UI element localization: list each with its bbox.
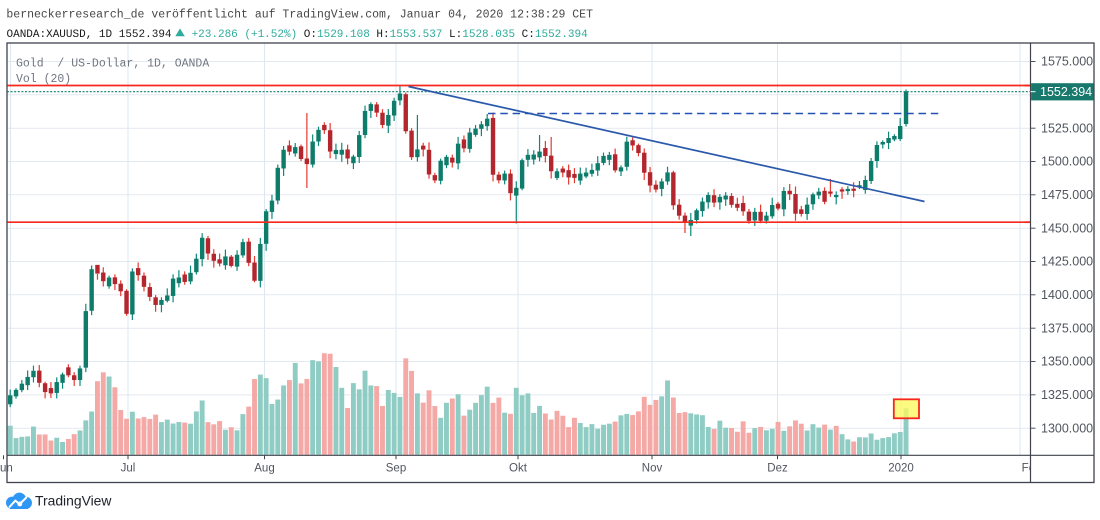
svg-text:1552.394: 1552.394: [1040, 85, 1092, 99]
svg-text:1300.000: 1300.000: [1041, 421, 1093, 435]
svg-text:1500.000: 1500.000: [1041, 155, 1093, 169]
svg-text:berneckerresearch_de veröffent: berneckerresearch_de veröffentlicht auf …: [6, 9, 593, 22]
svg-text:1575.000: 1575.000: [1041, 55, 1093, 69]
svg-text:Feb: Feb: [1022, 463, 1042, 475]
svg-text:1375.000: 1375.000: [1041, 321, 1093, 335]
svg-text:OANDA:XAUUSD, 1D 1552.394: OANDA:XAUUSD, 1D 1552.394: [7, 29, 172, 41]
svg-text:2020: 2020: [888, 463, 914, 475]
svg-text:Aug: Aug: [254, 463, 274, 475]
svg-text:TradingView: TradingView: [35, 492, 112, 508]
svg-text:+23.286 (+1.52%) O:1529.108 H:: +23.286 (+1.52%) O:1529.108 H:1553.537 L…: [185, 29, 588, 41]
svg-text:1325.000: 1325.000: [1041, 388, 1093, 402]
svg-text:1425.000: 1425.000: [1041, 255, 1093, 269]
svg-text:1525.000: 1525.000: [1041, 121, 1093, 135]
svg-text:1450.000: 1450.000: [1041, 221, 1093, 235]
svg-text:1475.000: 1475.000: [1041, 188, 1093, 202]
svg-text:Vol (20): Vol (20): [16, 73, 71, 86]
svg-text:Jul: Jul: [121, 463, 136, 475]
svg-text:Dez: Dez: [767, 463, 788, 475]
svg-text:Okt: Okt: [509, 463, 528, 475]
svg-text:1400.000: 1400.000: [1041, 288, 1093, 302]
svg-text:Nov: Nov: [642, 463, 663, 475]
svg-text:1350.000: 1350.000: [1041, 355, 1093, 369]
svg-text:Jun: Jun: [0, 463, 13, 475]
svg-text:Sep: Sep: [386, 463, 406, 475]
svg-text:Gold / US-Dollar, 1D, OANDA: Gold / US-Dollar, 1D, OANDA: [16, 58, 209, 71]
